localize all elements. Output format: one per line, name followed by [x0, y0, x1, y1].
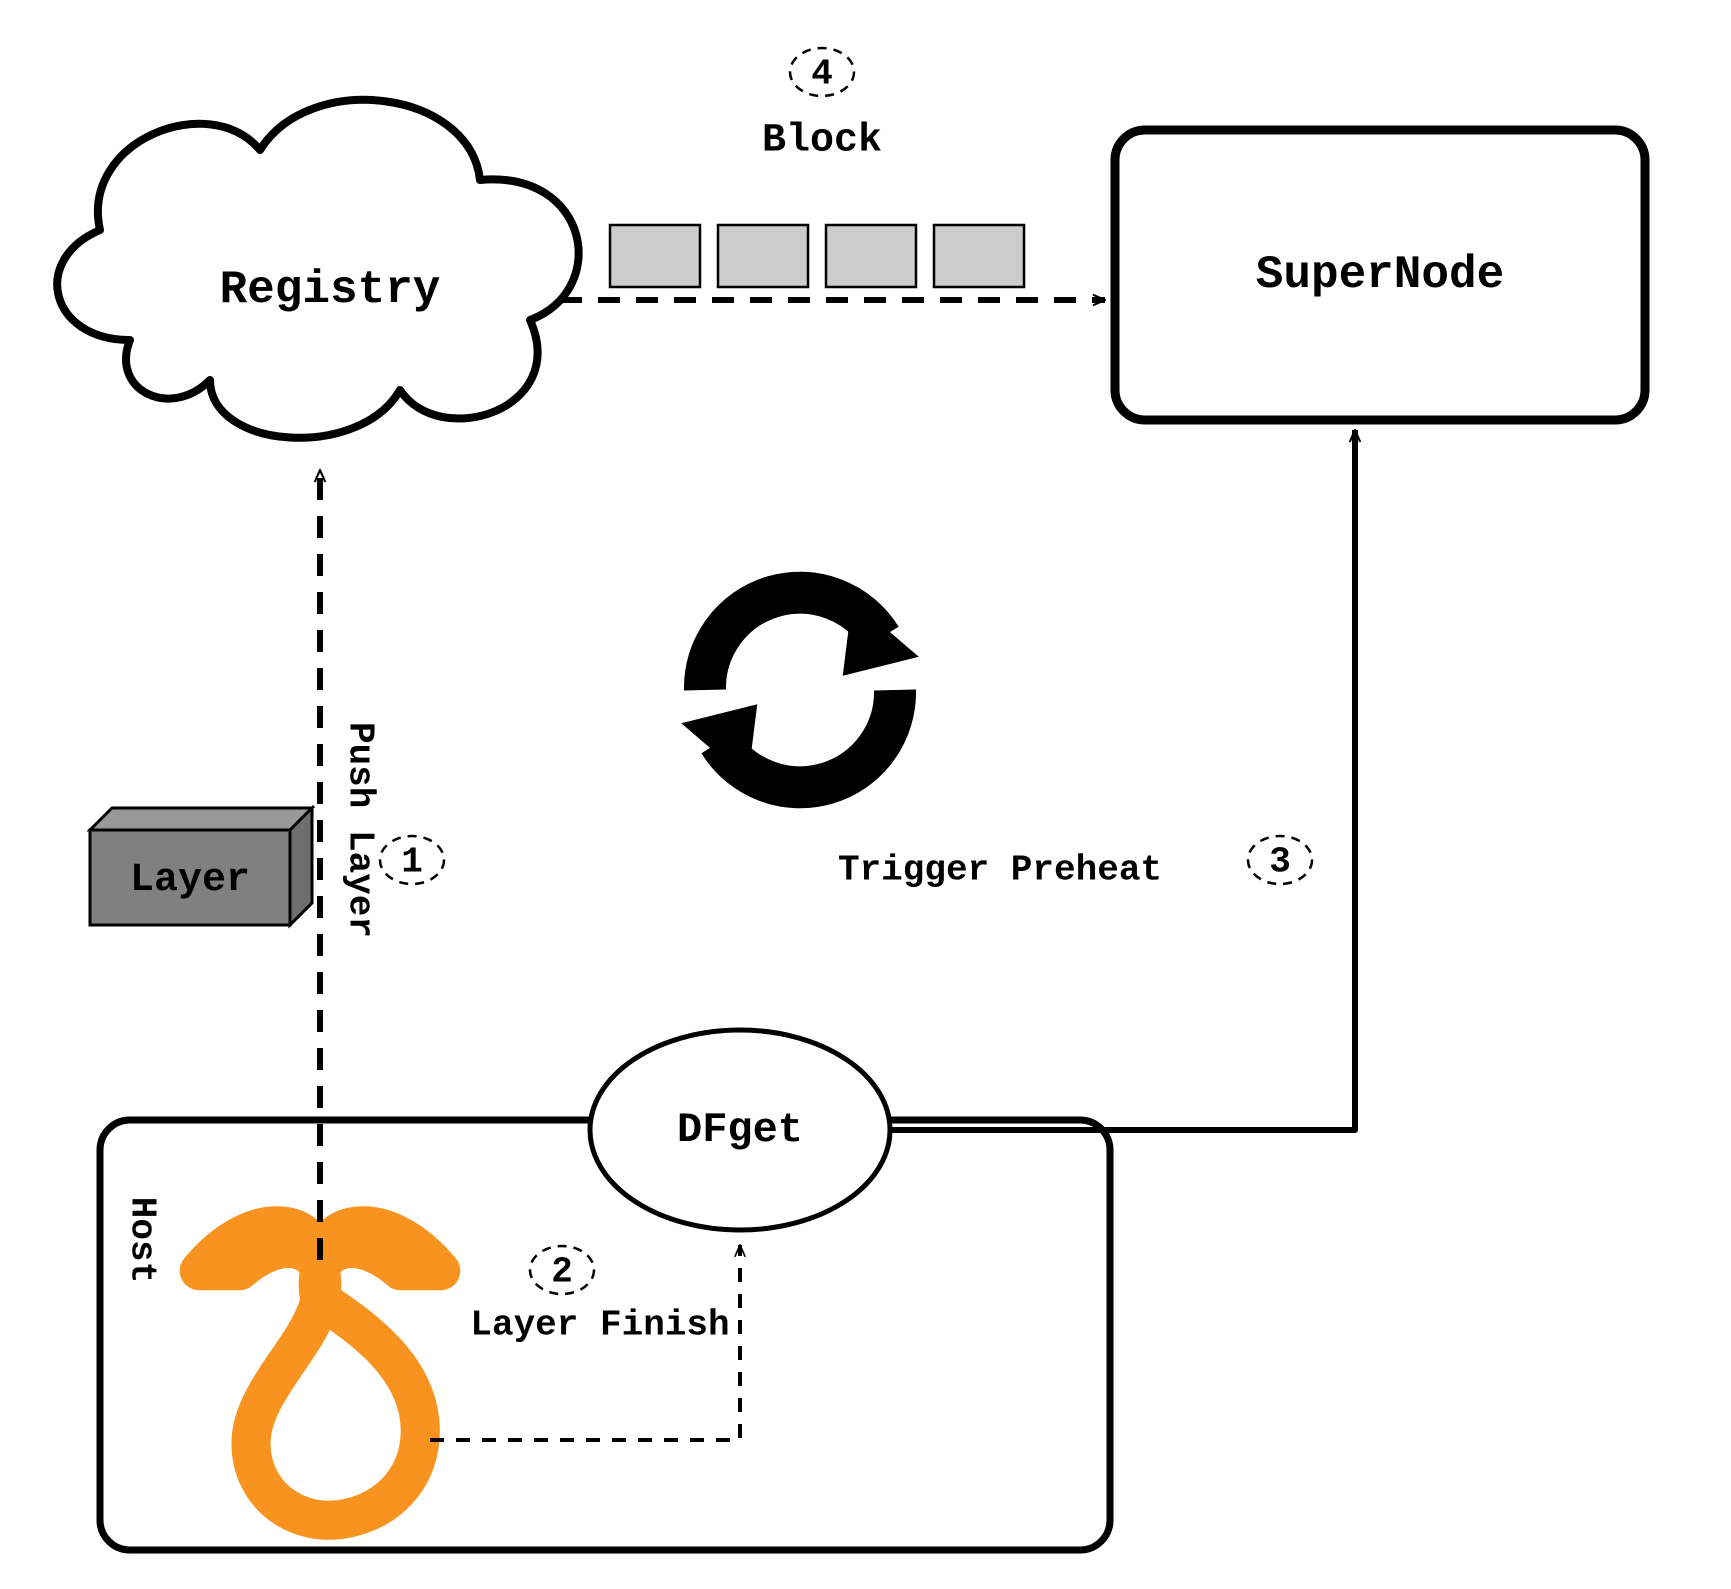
supernode-label: SuperNode	[1256, 249, 1504, 301]
host-label: Host	[121, 1197, 162, 1283]
edge-trigger-label: Trigger Preheat	[838, 850, 1162, 891]
step-badge-number: 1	[401, 842, 423, 883]
knot-icon	[199, 1226, 441, 1520]
edge-block-label: Block	[762, 119, 882, 164]
registry-label: Registry	[220, 264, 441, 316]
edge-push-layer-label: Push Layer	[339, 722, 380, 938]
edge-layer-finish-label: Layer Finish	[470, 1305, 729, 1346]
block-cell	[934, 225, 1024, 287]
step-badge-number: 3	[1269, 842, 1291, 883]
step-badge-number: 2	[551, 1252, 573, 1293]
layer-box-label: Layer	[130, 858, 250, 903]
block-cell	[718, 225, 808, 287]
cycle-icon	[681, 593, 919, 787]
block-cell	[826, 225, 916, 287]
block-cell	[610, 225, 700, 287]
step-badge-number: 4	[811, 54, 833, 95]
dfget-label: DFget	[677, 1106, 803, 1154]
edge-trigger	[890, 430, 1355, 1130]
